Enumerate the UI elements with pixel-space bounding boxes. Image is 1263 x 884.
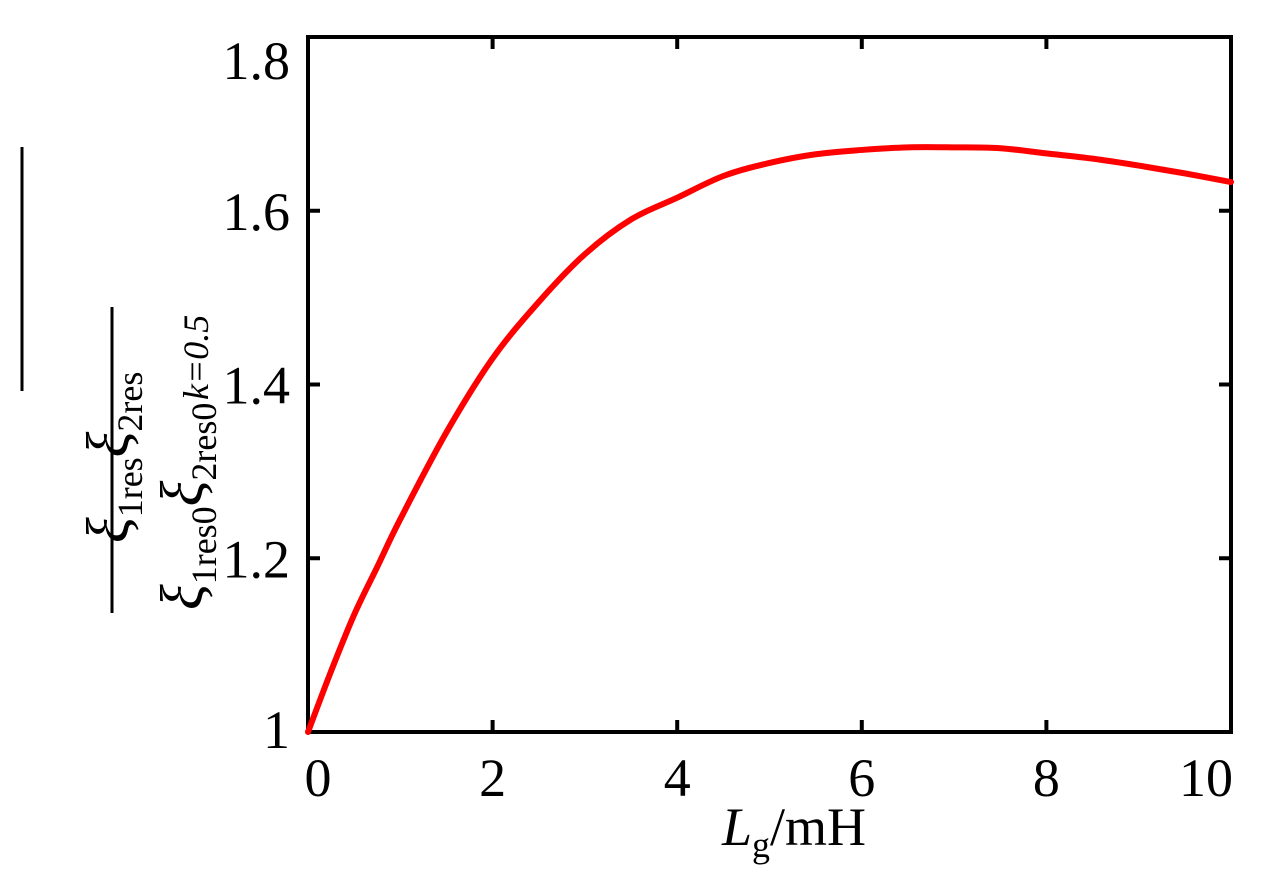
x-tick-label-1: 2 (479, 748, 506, 808)
y-num-sub-2: 2res (110, 372, 150, 432)
x-tick-label-5: 10 (1179, 748, 1233, 808)
x-axis-label-unit: /mH (770, 797, 866, 857)
x-axis-tick-labels: 0 2 4 6 8 10 (305, 748, 1234, 808)
x-tick-label-3: 6 (848, 748, 875, 808)
y-axis-label-numerator: ξ1resξ2res (75, 372, 150, 543)
y-num-glyph-2: ξ (75, 431, 141, 457)
y-axis-label: ξ1resξ2res ξ1res0ξ2res0 k=0.5 (20, 147, 224, 613)
y-axis-label-condition: k=0.5 (176, 315, 216, 400)
y-axis-ticks (308, 35, 1231, 734)
x-tick-label-2: 4 (664, 748, 691, 808)
y-den-glyph-1: ξ (149, 584, 215, 610)
y-den-sub-2: 2res0 (184, 403, 224, 481)
y-tick-label-2: 1.4 (223, 356, 291, 416)
y-tick-label-3: 1.6 (223, 182, 291, 242)
y-num-sub-1: 1res (110, 457, 150, 517)
y-axis-label-denominator: ξ1res0ξ2res0 (149, 403, 224, 610)
y-num-glyph-1: ξ (75, 517, 141, 543)
x-axis-label: Lg/mH (721, 797, 866, 865)
y-den-sub-1: 1res0 (184, 506, 224, 584)
y-tick-label-0: 1 (263, 700, 290, 760)
y-axis-tick-labels: 1 1.2 1.4 1.6 1.8 (223, 31, 291, 760)
x-axis-label-subscript: g (752, 825, 770, 865)
series-line (305, 144, 1234, 735)
x-axis-label-symbol: L (721, 797, 752, 857)
y-den-glyph-2: ξ (149, 480, 215, 506)
y-tick-label-1: 1.2 (223, 529, 291, 589)
plot-frame (306, 35, 1233, 734)
x-tick-label-0: 0 (305, 748, 332, 808)
x-tick-label-4: 8 (1033, 748, 1060, 808)
y-tick-label-4: 1.8 (223, 31, 291, 91)
x-axis-ticks (306, 37, 1233, 732)
